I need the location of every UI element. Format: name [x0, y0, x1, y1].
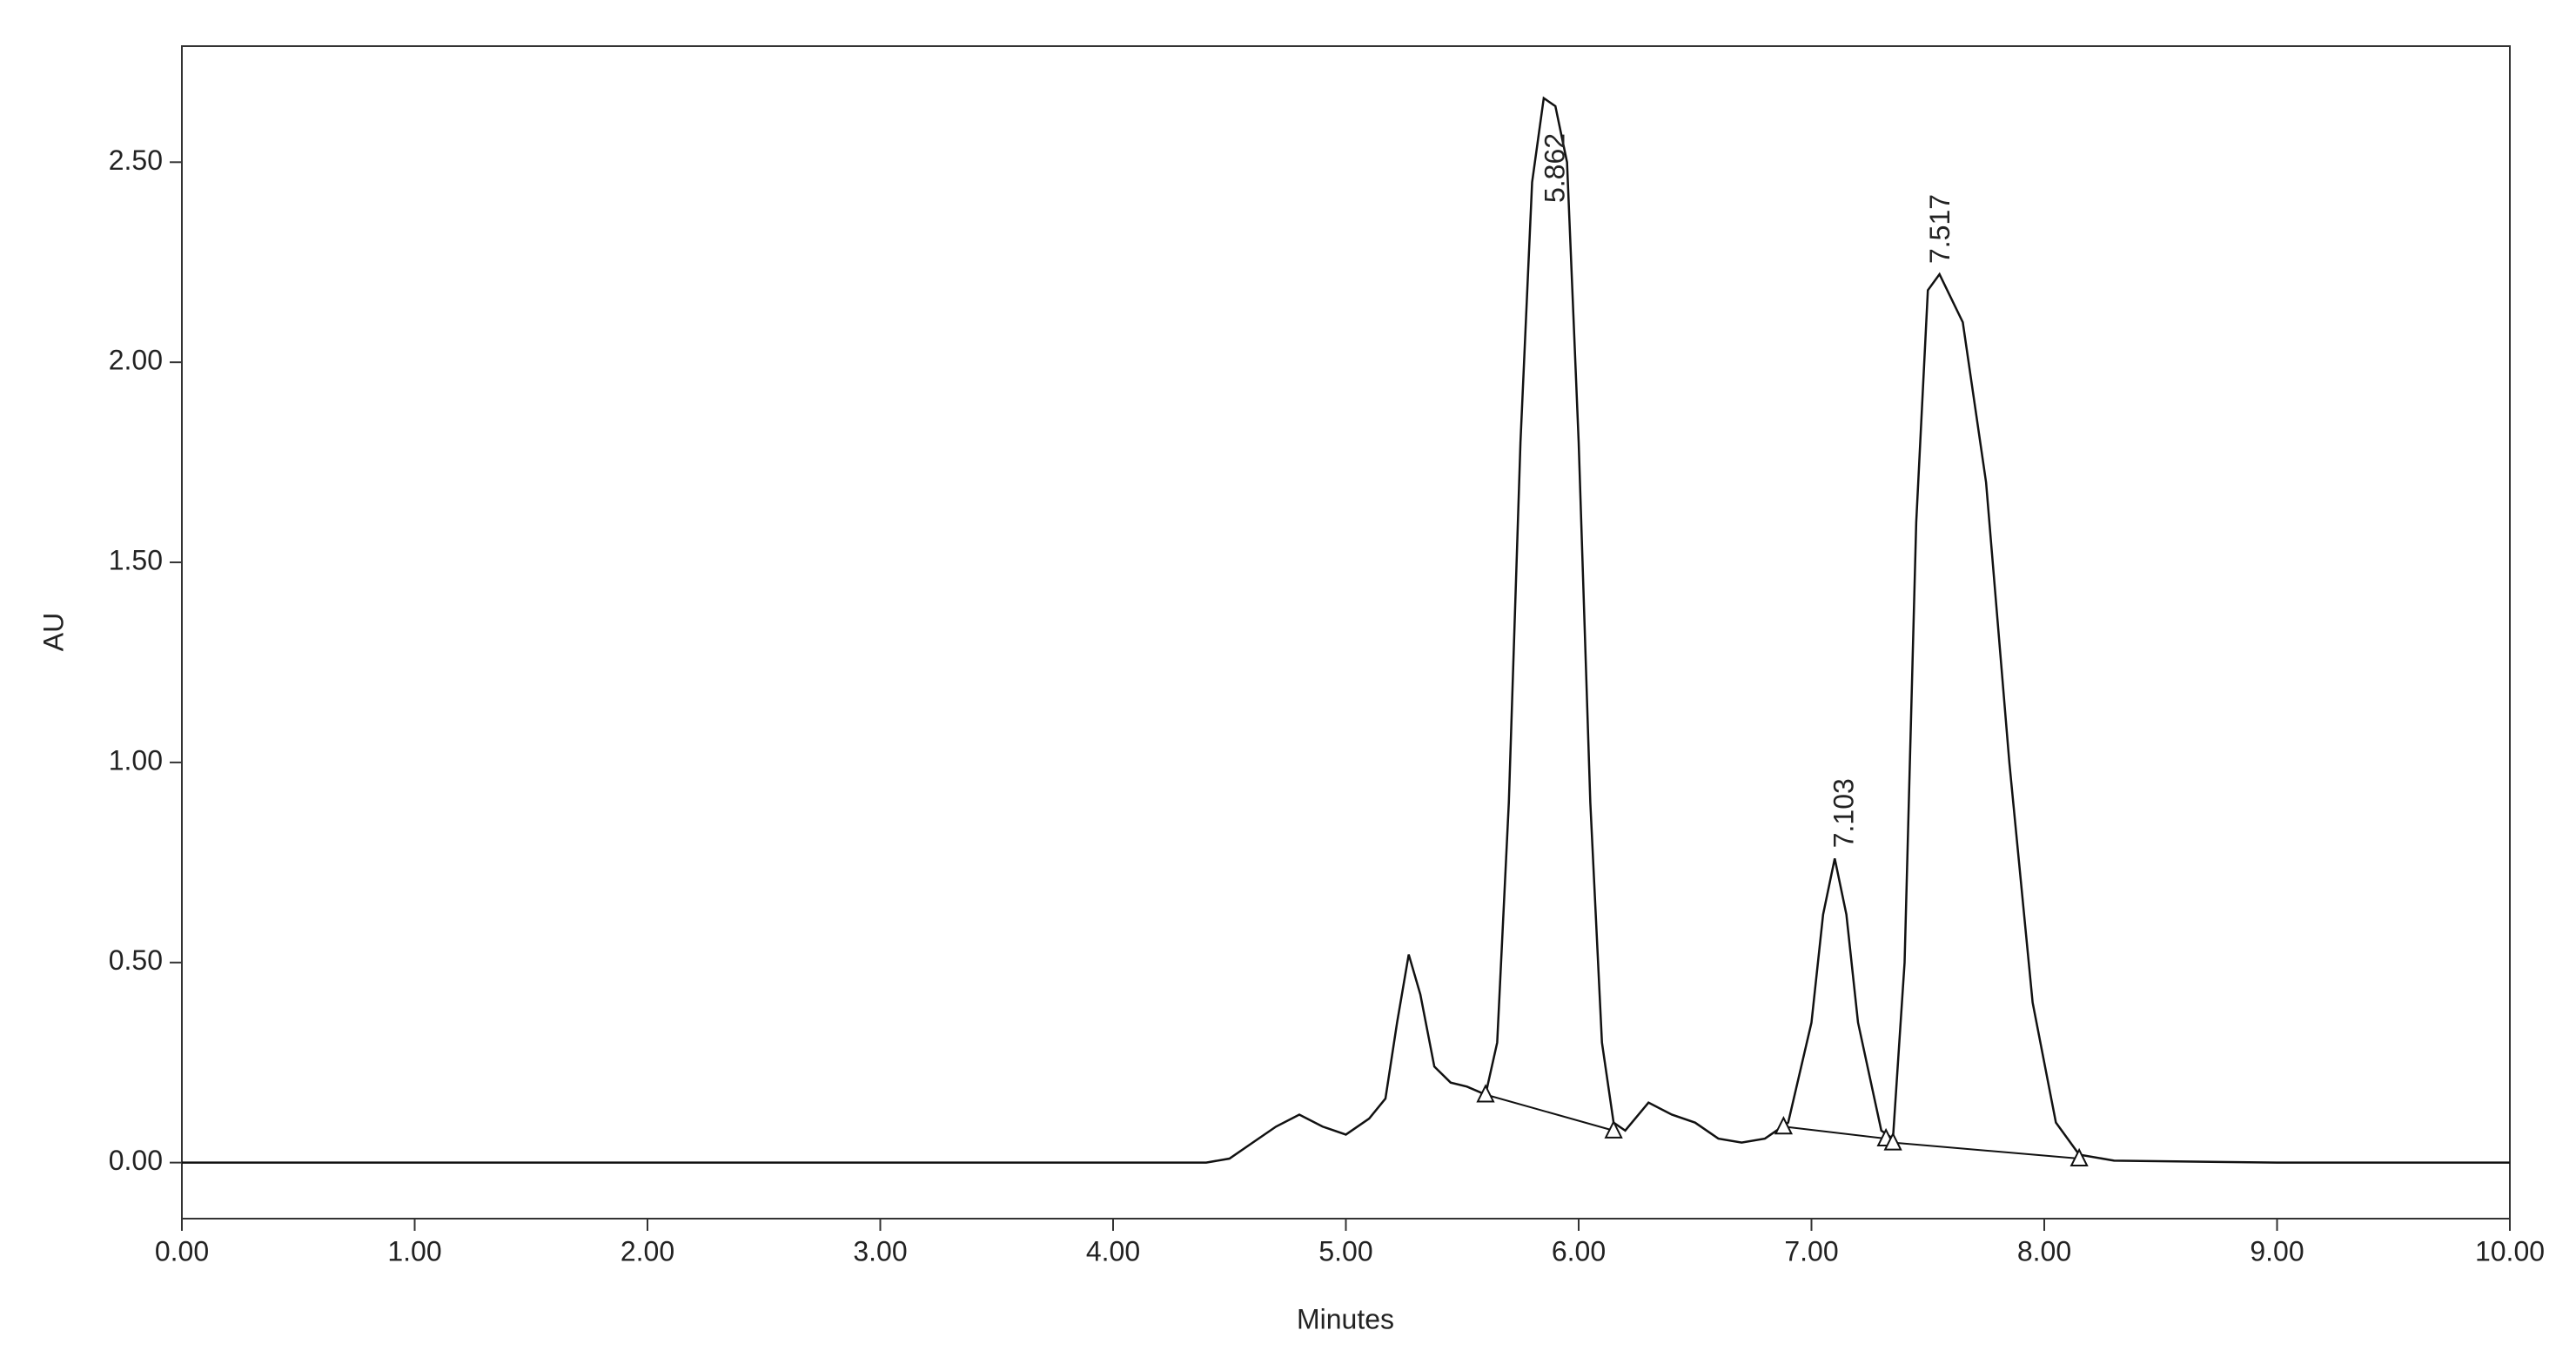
- y-tick-label: 1.50: [109, 545, 163, 576]
- baseline-segment: [1485, 1093, 1614, 1132]
- x-tick-label: 2.00: [621, 1235, 674, 1267]
- y-tick-label: 2.00: [109, 345, 163, 376]
- x-tick-label: 9.00: [2250, 1235, 2304, 1267]
- x-tick-label: 6.00: [1552, 1235, 1606, 1267]
- baseline-marker: [1476, 1084, 1495, 1103]
- baseline-marker: [1774, 1116, 1794, 1135]
- x-tick-label: 5.00: [1318, 1235, 1372, 1267]
- baseline-segment: [1783, 1125, 1887, 1140]
- y-tick-label: 1.00: [109, 744, 163, 776]
- x-tick-label: 10.00: [2475, 1235, 2545, 1267]
- baseline-marker: [2070, 1147, 2089, 1167]
- plot-frame: [181, 45, 2511, 1220]
- peak-label: 7.103: [1828, 778, 1860, 848]
- x-tick-label: 7.00: [1784, 1235, 1838, 1267]
- peak-label: 7.517: [1924, 194, 1955, 264]
- x-axis-label: Minutes: [1297, 1303, 1394, 1334]
- x-tick-label: 0.00: [155, 1235, 209, 1267]
- x-tick-label: 8.00: [2017, 1235, 2071, 1267]
- y-axis-label: AU: [37, 613, 69, 651]
- y-tick-label: 2.50: [109, 144, 163, 176]
- x-tick-label: 3.00: [853, 1235, 907, 1267]
- x-tick-label: 1.00: [387, 1235, 441, 1267]
- y-tick-label: 0.00: [109, 1145, 163, 1176]
- trace-line: [182, 96, 2510, 1164]
- baseline-segment: [1893, 1141, 2080, 1160]
- baseline-marker: [1883, 1132, 1902, 1151]
- peak-label: 5.862: [1540, 133, 1571, 203]
- y-tick-label: 0.50: [109, 944, 163, 976]
- baseline-marker: [1604, 1119, 1623, 1139]
- x-tick-label: 4.00: [1086, 1235, 1140, 1267]
